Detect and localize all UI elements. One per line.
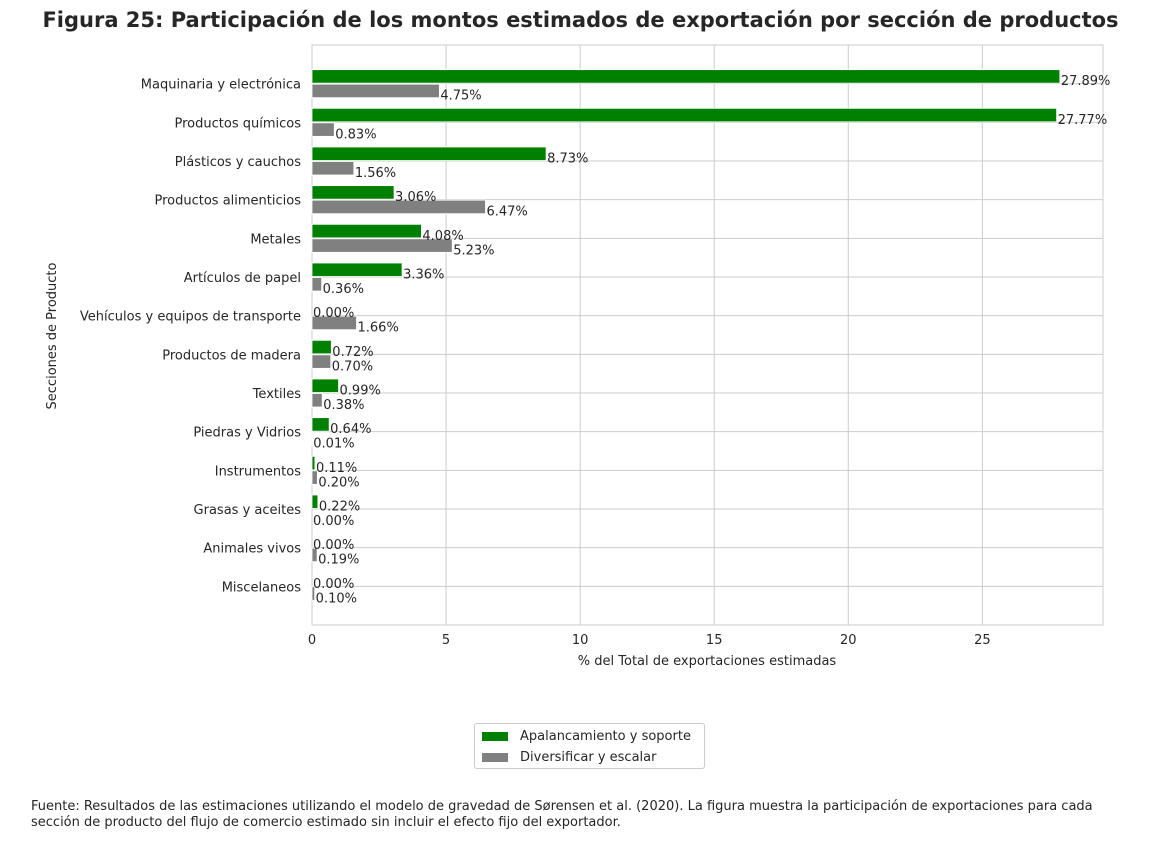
y-tick-label: Productos químicos <box>175 116 302 131</box>
data-labels: 27.89% 27.77% 8.73% 3.06% 4.08% 3.36% 0.00% 0.7… <box>313 74 1110 606</box>
axes: 0 5 10 15 20 25 Maquinaria y electrónica Produc… <box>80 78 991 648</box>
y-tick-label: Animales vivos <box>203 542 301 557</box>
bar-apalancamiento <box>311 107 1058 123</box>
x-tick-label: 5 <box>442 633 450 648</box>
bar-apalancamiento <box>311 69 1061 84</box>
bar-apalancamiento <box>311 262 403 277</box>
legend-item-diversificar: Diversificar y escalar <box>482 748 656 766</box>
bar-diversificar <box>311 354 332 369</box>
data-label: 3.36% <box>403 268 444 283</box>
grid-lines <box>311 44 1104 626</box>
bar-apalancamiento <box>311 417 330 432</box>
y-tick-label: Grasas y aceites <box>194 503 302 518</box>
data-label: 0.00% <box>313 306 354 321</box>
y-tick-label: Productos de madera <box>162 348 301 363</box>
bars <box>311 69 1061 601</box>
bar-apalancamiento <box>311 146 547 161</box>
bar-diversificar <box>311 161 355 176</box>
data-label: 4.75% <box>440 89 481 104</box>
bar-apalancamiento <box>311 378 339 393</box>
data-label: 0.70% <box>332 359 373 374</box>
y-tick-label: Piedras y Vidrios <box>193 426 301 441</box>
data-label: 0.01% <box>313 437 354 452</box>
data-label: 27.77% <box>1058 113 1108 128</box>
bar-apalancamiento <box>311 223 422 239</box>
x-tick-label: 25 <box>974 633 991 648</box>
data-label: 0.72% <box>332 345 373 360</box>
x-tick-label: 15 <box>706 633 723 648</box>
y-tick-label: Vehículos y equipos de transporte <box>80 310 301 325</box>
data-label: 0.00% <box>313 514 354 529</box>
data-label: 0.10% <box>316 591 357 606</box>
x-tick-label: 20 <box>840 633 857 648</box>
y-tick-label: Plásticos y cauchos <box>175 155 301 170</box>
data-label: 1.56% <box>355 166 396 181</box>
bar-diversificar <box>311 586 316 601</box>
x-tick-label: 0 <box>308 633 316 648</box>
legend-swatch-green <box>482 731 508 741</box>
data-label: 0.22% <box>319 500 360 515</box>
legend-item-apalancamiento: Apalancamiento y soporte <box>482 727 691 745</box>
legend-label: Apalancamiento y soporte <box>520 728 691 744</box>
data-label: 27.89% <box>1061 74 1111 89</box>
legend-label: Diversificar y escalar <box>520 749 657 765</box>
data-label: 6.47% <box>486 205 527 220</box>
bar-apalancamiento <box>311 339 332 355</box>
plot-frame <box>311 44 1104 626</box>
y-tick-label: Instrumentos <box>215 464 301 479</box>
data-label: 0.00% <box>313 577 354 592</box>
bar-diversificar <box>311 547 318 563</box>
data-label: 0.19% <box>318 553 359 568</box>
x-axis-title: % del Total de exportaciones estimadas <box>578 654 837 669</box>
data-label: 4.08% <box>422 229 463 244</box>
y-tick-label: Productos alimenticios <box>154 194 301 209</box>
data-label: 0.00% <box>313 538 354 553</box>
bar-diversificar <box>311 83 440 99</box>
data-label: 0.36% <box>323 282 364 297</box>
bar-diversificar <box>311 393 323 408</box>
data-label: 3.06% <box>395 190 436 205</box>
legend-swatch-gray <box>482 752 508 762</box>
bar-diversificar <box>311 277 323 292</box>
legend: Apalancamiento y soporte Diversificar y … <box>474 723 705 769</box>
y-tick-label: Maquinaria y electrónica <box>141 78 301 93</box>
y-tick-label: Metales <box>250 232 301 247</box>
footnote: Fuente: Resultados de las estimaciones u… <box>31 799 1093 830</box>
bar-diversificar <box>311 470 318 485</box>
y-tick-label: Artículos de papel <box>184 271 301 286</box>
bar-apalancamiento <box>311 494 319 509</box>
y-axis-title: Secciones de Producto <box>45 262 60 409</box>
x-tick-label: 10 <box>572 633 589 648</box>
bar-diversificar <box>311 199 486 215</box>
data-label: 5.23% <box>453 243 494 258</box>
bar-diversificar <box>311 315 357 331</box>
bar-apalancamiento <box>311 455 316 471</box>
data-label: 0.83% <box>335 127 376 142</box>
data-label: 0.99% <box>340 384 381 399</box>
y-tick-label: Textiles <box>252 387 302 402</box>
data-label: 0.20% <box>318 475 359 490</box>
bar-diversificar <box>311 238 453 253</box>
data-label: 0.64% <box>330 422 371 437</box>
data-label: 1.66% <box>358 321 399 336</box>
data-label: 0.38% <box>323 398 364 413</box>
data-label: 8.73% <box>547 152 588 167</box>
chart-title: Figura 25: Participación de los montos e… <box>42 8 1119 32</box>
y-tick-label: Miscelaneos <box>222 580 302 595</box>
bar-diversificar <box>311 122 335 137</box>
bar-apalancamiento <box>311 185 395 200</box>
data-label: 0.11% <box>316 461 357 476</box>
